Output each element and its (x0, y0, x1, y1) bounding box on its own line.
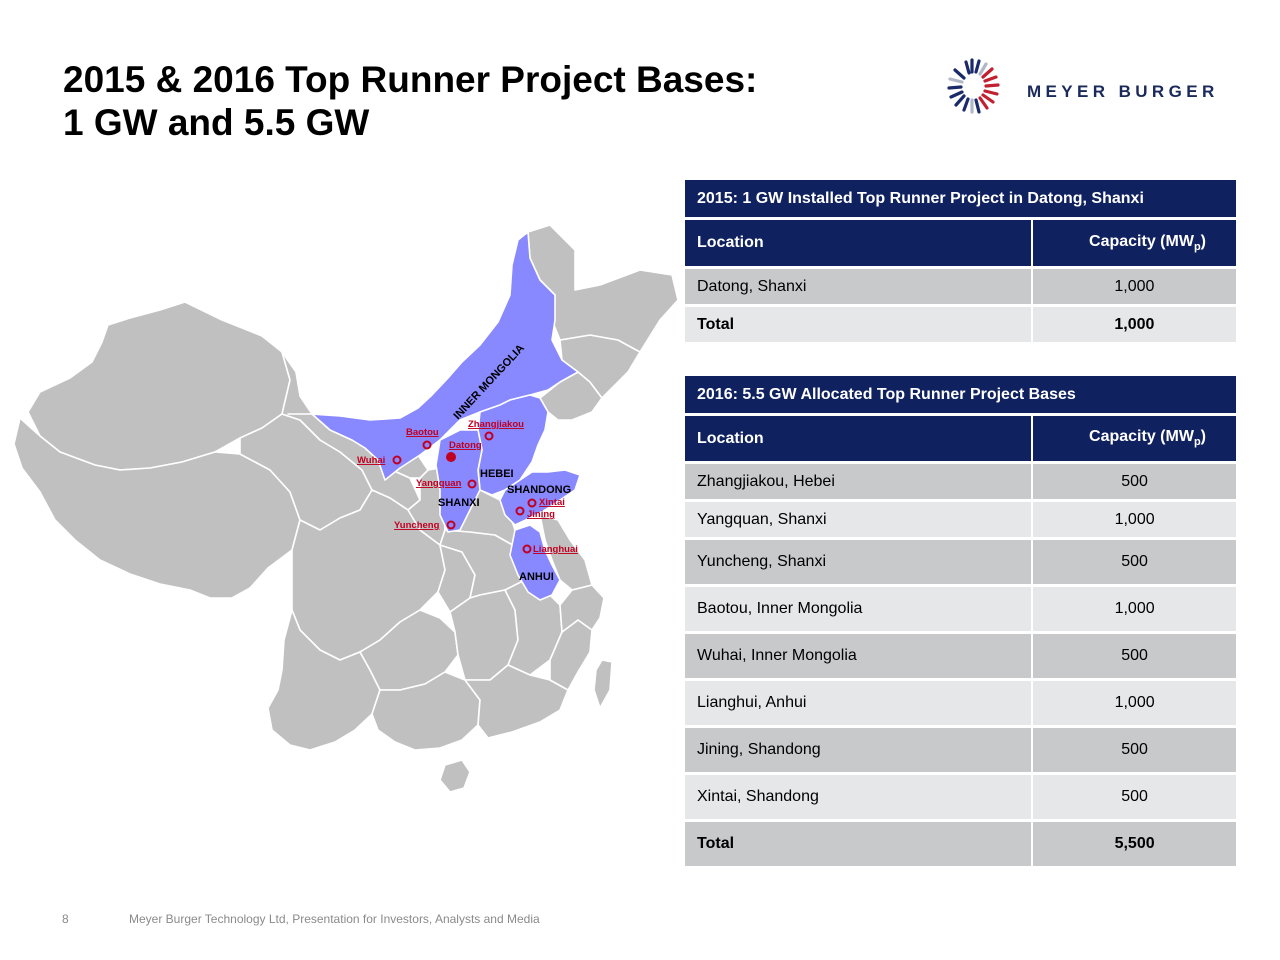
row-location: Wuhai, Inner Mongolia (685, 634, 1034, 681)
label-shanxi: SHANXI (438, 497, 480, 509)
col-header-capacity: Capacity (MWp) (1033, 416, 1236, 464)
marker-zhangjiakou (484, 431, 494, 441)
marker-lianghuai (522, 544, 532, 554)
table-2015: 2015: 1 GW Installed Top Runner Project … (685, 180, 1236, 345)
marker-datong (446, 452, 456, 462)
province-tibet (13, 417, 301, 599)
table-row: Yuncheng, Shanxi 500 (685, 540, 1236, 587)
province-shandong (499, 469, 581, 526)
city-label-xintai: Xintai (539, 497, 565, 508)
province-jiangsu (539, 514, 593, 591)
city-label-wuhai: Wuhai (357, 455, 385, 466)
province-hainan (439, 759, 471, 793)
row-location: Yuncheng, Shanxi (685, 540, 1034, 587)
marker-yuncheng (446, 520, 456, 530)
row-location: Zhangjiakou, Hebei (685, 464, 1034, 502)
table-row: Wuhai, Inner Mongolia 500 (685, 634, 1236, 681)
col-header-location: Location (685, 416, 1034, 464)
total-label: Total (685, 307, 1033, 345)
label-anhui: ANHUI (519, 571, 554, 583)
row-capacity: 1,000 (1033, 502, 1236, 540)
table-row: Baotou, Inner Mongolia 1,000 (685, 587, 1236, 634)
table-row: Datong, Shanxi 1,000 (685, 269, 1236, 307)
row-capacity: 1,000 (1033, 681, 1236, 728)
table-total-row: Total 5,500 (685, 822, 1236, 869)
row-capacity: 1,000 (1033, 587, 1236, 634)
table-row: Yangquan, Shanxi 1,000 (685, 502, 1236, 540)
total-value: 5,500 (1033, 822, 1236, 869)
province-anhui (509, 524, 561, 601)
marker-yangquan (467, 479, 477, 489)
row-location: Xintai, Shandong (685, 775, 1034, 822)
marker-wuhai (392, 455, 402, 465)
province-yunnan (267, 609, 381, 751)
row-location: Baotou, Inner Mongolia (685, 587, 1034, 634)
row-capacity: 500 (1033, 634, 1236, 681)
row-location: Jining, Shandong (685, 728, 1034, 775)
table-total-row: Total 1,000 (685, 307, 1236, 345)
col-header-location: Location (685, 220, 1033, 269)
city-label-lianghuai: Lianghuai (533, 544, 578, 555)
province-taiwan (593, 659, 613, 709)
table-2016-title-row: 2016: 5.5 GW Allocated Top Runner Projec… (685, 376, 1236, 416)
row-capacity: 500 (1033, 464, 1236, 502)
footer-text: Meyer Burger Technology Ltd, Presentatio… (129, 912, 540, 926)
page-number: 8 (62, 912, 69, 926)
table-2016-header-row: Location Capacity (MWp) (685, 416, 1236, 464)
table-row: Xintai, Shandong 500 (685, 775, 1236, 822)
row-location: Datong, Shanxi (685, 269, 1033, 307)
city-label-yangquan: Yangquan (416, 478, 462, 489)
col-header-capacity: Capacity (MWp) (1032, 220, 1236, 269)
marker-jining (515, 506, 525, 516)
logo-wordmark: MEYER BURGER (1027, 82, 1219, 101)
row-capacity: 500 (1033, 728, 1236, 775)
city-label-jining: Jining (527, 509, 555, 520)
row-capacity: 500 (1033, 540, 1236, 587)
table-2015-title: 2015: 1 GW Installed Top Runner Project … (685, 180, 1236, 220)
label-hebei: HEBEI (480, 468, 514, 480)
city-label-baotou: Baotou (406, 427, 439, 438)
total-value: 1,000 (1032, 307, 1236, 345)
slide-title: 2015 & 2016 Top Runner Project Bases: 1 … (63, 58, 863, 144)
row-location: Yangquan, Shanxi (685, 502, 1034, 540)
marker-xintai (527, 498, 537, 508)
table-2016: 2016: 5.5 GW Allocated Top Runner Projec… (685, 376, 1236, 869)
table-2015-title-row: 2015: 1 GW Installed Top Runner Project … (685, 180, 1236, 220)
title-line-1: 2015 & 2016 Top Runner Project Bases: (63, 59, 758, 100)
table-2015-header-row: Location Capacity (MWp) (685, 220, 1236, 269)
city-label-yuncheng: Yuncheng (394, 520, 440, 531)
label-shandong: SHANDONG (507, 484, 571, 496)
row-location: Lianghui, Anhui (685, 681, 1034, 728)
table-row: Jining, Shandong 500 (685, 728, 1236, 775)
title-line-2: 1 GW and 5.5 GW (63, 102, 370, 143)
city-label-zhangjiakou: Zhangjiakou (468, 419, 524, 430)
province-inner-mongolia (287, 231, 579, 481)
city-label-datong: Datong (449, 440, 482, 451)
meyer-burger-logo: MEYER BURGER (935, 56, 1225, 126)
row-capacity: 500 (1033, 775, 1236, 822)
row-capacity: 1,000 (1032, 269, 1236, 307)
table-row: Zhangjiakou, Hebei 500 (685, 464, 1236, 502)
table-row: Lianghui, Anhui 1,000 (685, 681, 1236, 728)
logo-burst-icon (947, 58, 1000, 114)
total-label: Total (685, 822, 1034, 869)
marker-baotou (422, 440, 432, 450)
table-2016-title: 2016: 5.5 GW Allocated Top Runner Projec… (685, 376, 1236, 416)
province-guangxi (371, 671, 481, 751)
province-guangdong (464, 664, 569, 739)
